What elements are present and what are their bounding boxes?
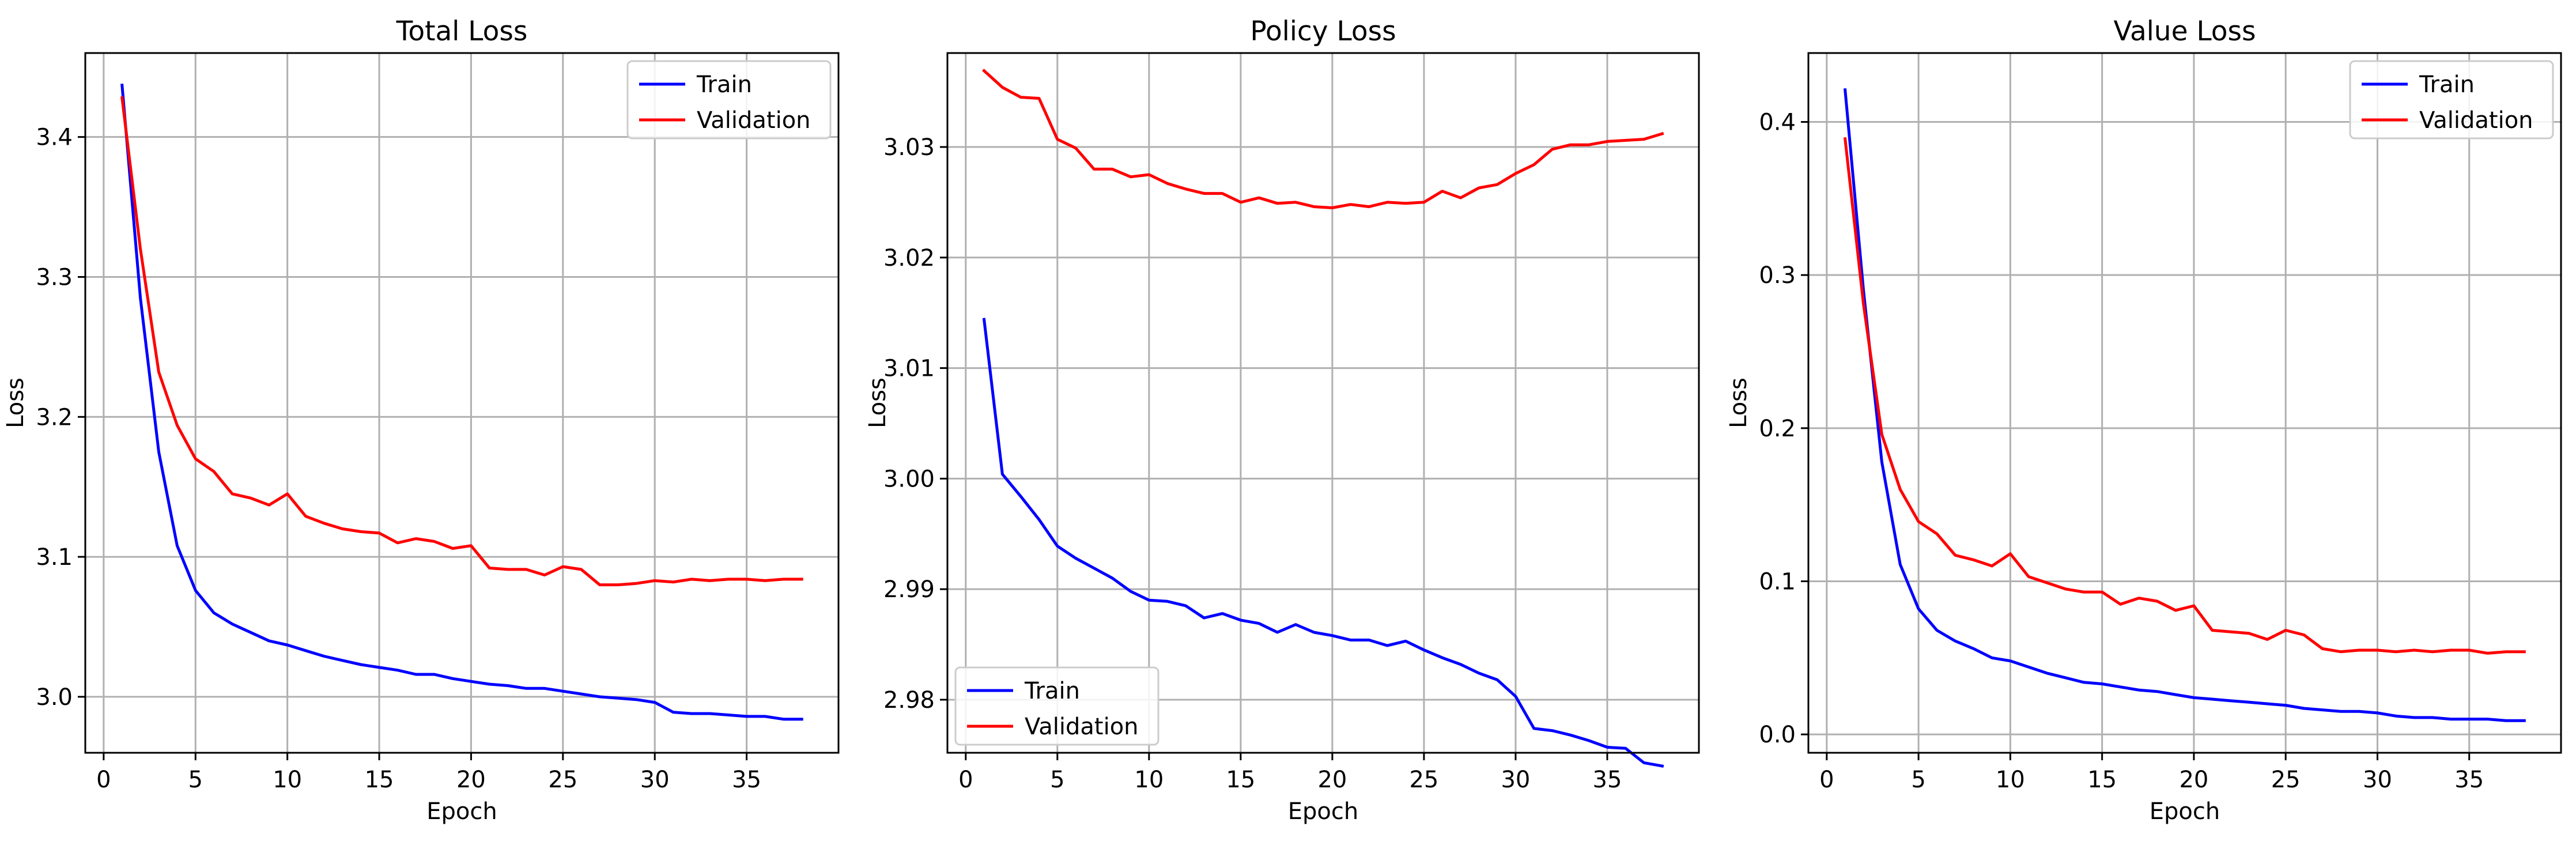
- total-loss-ylabel: Loss: [2, 378, 29, 428]
- value-loss-legend-label: Train: [2419, 71, 2475, 98]
- total-loss-ytick-label: 3.4: [36, 125, 73, 151]
- total-loss-ytick-label: 3.0: [36, 684, 73, 711]
- value-loss-ytick-label: 0.2: [1759, 416, 1796, 442]
- policy-loss-ytick-label: 3.00: [883, 466, 935, 492]
- value-loss-xtick-label: 5: [1911, 767, 1925, 793]
- policy-loss-title: Policy Loss: [1250, 16, 1396, 47]
- total-loss-xtick-label: 25: [548, 767, 577, 793]
- policy-loss-xtick-label: 20: [1317, 767, 1347, 793]
- policy-loss-grid: [947, 53, 1699, 753]
- value-loss-ytick-label: 0.1: [1759, 568, 1796, 595]
- value-loss-validation-line: [1843, 137, 2526, 655]
- total-loss-train-line: [120, 84, 803, 721]
- total-loss-ytick-label: 3.1: [36, 544, 73, 571]
- policy-loss-train-line: [982, 318, 1664, 768]
- total-loss-xtick-label: 0: [96, 767, 111, 793]
- total-loss-legend: Train Validation: [626, 60, 832, 139]
- total-loss-ytick-label: 3.2: [36, 404, 73, 431]
- total-loss-axes-frame: [84, 52, 840, 754]
- policy-loss-validation-line: [982, 69, 1664, 209]
- total-loss-xtick-label: 35: [732, 767, 761, 793]
- total-loss-ytick-label: 3.3: [36, 264, 73, 291]
- value-loss-xtick-label: 20: [2179, 767, 2208, 793]
- policy-loss-xtick-label: 35: [1593, 767, 1622, 793]
- total-loss-xlabel: Epoch: [426, 798, 497, 825]
- policy-loss-ytick-label: 3.02: [883, 245, 935, 271]
- value-loss-xtick-label: 25: [2271, 767, 2301, 793]
- total-loss-ticks: 0 5 10 15 20 25 30 35 3.0 3.1 3.2 3.3 3.4: [36, 125, 761, 793]
- policy-loss-ytick-label: 3.03: [883, 134, 935, 161]
- value-loss-xtick-label: 0: [1819, 767, 1834, 793]
- value-loss-xtick-label: 30: [2363, 767, 2392, 793]
- value-loss-train-line: [1843, 88, 2526, 722]
- policy-loss-xtick-label: 30: [1501, 767, 1530, 793]
- policy-loss-ylabel: Loss: [864, 378, 891, 428]
- value-loss-xtick-label: 35: [2454, 767, 2484, 793]
- total-loss-legend-label: Validation: [697, 107, 811, 134]
- value-loss-grid: [1808, 53, 2561, 753]
- total-loss-xtick-label: 20: [456, 767, 486, 793]
- policy-loss-legend: Train Validation: [954, 666, 1159, 746]
- total-loss-xtick-label: 15: [365, 767, 394, 793]
- policy-loss-ytick-label: 3.01: [883, 356, 935, 382]
- policy-loss-xtick-label: 0: [958, 767, 973, 793]
- total-loss-title: Total Loss: [396, 16, 528, 47]
- value-loss-ticks: 0 5 10 15 20 25 30 35 0.0 0.1 0.2 0.3 0.4: [1759, 110, 2484, 793]
- policy-loss-ytick-label: 2.98: [883, 687, 935, 714]
- value-loss-xlabel: Epoch: [2150, 798, 2220, 825]
- policy-loss-xtick-label: 15: [1226, 767, 1255, 793]
- value-loss-legend-label: Validation: [2419, 107, 2533, 134]
- value-loss-ytick-label: 0.4: [1759, 110, 1796, 136]
- value-loss-legend: Train Validation: [2349, 60, 2554, 139]
- value-loss-axes-frame: [1807, 52, 2562, 754]
- total-loss-panel: Total Loss Epoch Loss 0 5 10 15 20 25 30 35 3.0 3…: [2, 16, 840, 825]
- value-loss-panel: Value Loss Epoch Loss 0 5 10 15 20 25 30 350.00…: [1725, 16, 2562, 825]
- value-loss-ytick-label: 0.3: [1759, 262, 1796, 289]
- policy-loss-legend-label: Validation: [1025, 714, 1139, 740]
- policy-loss-ytick-label: 2.99: [883, 576, 935, 603]
- value-loss-xtick-label: 10: [1996, 767, 2025, 793]
- policy-loss-xtick-label: 25: [1409, 767, 1438, 793]
- total-loss-xtick-label: 5: [188, 767, 203, 793]
- policy-loss-legend-label: Train: [1024, 678, 1080, 704]
- policy-loss-xtick-label: 10: [1134, 767, 1164, 793]
- policy-loss-axes-frame: [946, 52, 1700, 754]
- total-loss-legend-label: Train: [696, 71, 752, 98]
- value-loss-xtick-label: 15: [2087, 767, 2117, 793]
- value-loss-ytick-label: 0.0: [1759, 722, 1796, 748]
- policy-loss-panel: Policy Loss Epoch Loss 0 5 10 15 20 25 30 35 2.9…: [864, 16, 1700, 825]
- policy-loss-xlabel: Epoch: [1288, 798, 1358, 825]
- policy-loss-ticks: 0 5 10 15 20 25 30 35 2.98 2.99 3.00 3.01 3.02 3.03: [883, 134, 1622, 793]
- policy-loss-xtick-label: 5: [1050, 767, 1064, 793]
- total-loss-xtick-label: 10: [273, 767, 302, 793]
- total-loss-xtick-label: 30: [640, 767, 670, 793]
- value-loss-title: Value Loss: [2113, 16, 2256, 47]
- value-loss-ylabel: Loss: [1725, 378, 1752, 428]
- total-loss-validation-line: [120, 96, 803, 587]
